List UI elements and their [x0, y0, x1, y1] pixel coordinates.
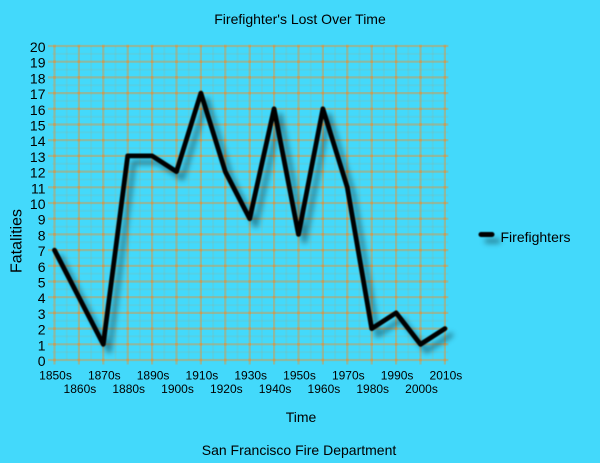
svg-text:5: 5 [38, 275, 46, 291]
svg-text:San Francisco Fire Department: San Francisco Fire Department [202, 442, 397, 458]
svg-text:3: 3 [38, 306, 46, 322]
svg-text:Firefighter's Lost Over Time: Firefighter's Lost Over Time [214, 11, 386, 27]
svg-text:1900s: 1900s [161, 382, 194, 396]
svg-text:12: 12 [30, 165, 46, 181]
svg-text:1870s: 1870s [88, 369, 121, 383]
svg-text:1970s: 1970s [332, 369, 365, 383]
svg-text:7: 7 [38, 243, 46, 259]
svg-text:Firefighters: Firefighters [501, 229, 571, 245]
svg-text:17: 17 [30, 86, 46, 102]
svg-text:1960s: 1960s [308, 382, 341, 396]
svg-text:19: 19 [30, 55, 46, 71]
svg-text:Time: Time [286, 409, 317, 425]
svg-text:Fatalities: Fatalities [9, 209, 26, 273]
svg-text:1890s: 1890s [137, 369, 170, 383]
svg-text:1980s: 1980s [356, 382, 389, 396]
svg-text:16: 16 [30, 102, 46, 118]
svg-text:4: 4 [38, 290, 46, 306]
svg-text:15: 15 [30, 118, 46, 134]
svg-text:1910s: 1910s [186, 369, 219, 383]
svg-text:2010s: 2010s [430, 369, 463, 383]
svg-text:1930s: 1930s [234, 369, 267, 383]
svg-text:1940s: 1940s [259, 382, 292, 396]
svg-text:8: 8 [38, 227, 46, 243]
svg-text:1880s: 1880s [112, 382, 145, 396]
svg-text:6: 6 [38, 259, 46, 275]
svg-text:2000s: 2000s [405, 382, 438, 396]
svg-text:1950s: 1950s [283, 369, 316, 383]
svg-text:1860s: 1860s [64, 382, 97, 396]
svg-text:1990s: 1990s [381, 369, 414, 383]
svg-text:13: 13 [30, 149, 46, 165]
svg-text:1: 1 [38, 337, 46, 353]
svg-text:10: 10 [30, 196, 46, 212]
svg-text:11: 11 [31, 180, 46, 196]
svg-text:18: 18 [30, 70, 46, 86]
svg-text:1850s: 1850s [39, 369, 72, 383]
svg-text:14: 14 [30, 133, 46, 149]
svg-text:0: 0 [38, 353, 46, 369]
svg-text:1920s: 1920s [210, 382, 243, 396]
svg-text:2: 2 [38, 322, 46, 338]
svg-text:9: 9 [38, 212, 46, 228]
svg-text:20: 20 [30, 39, 46, 55]
